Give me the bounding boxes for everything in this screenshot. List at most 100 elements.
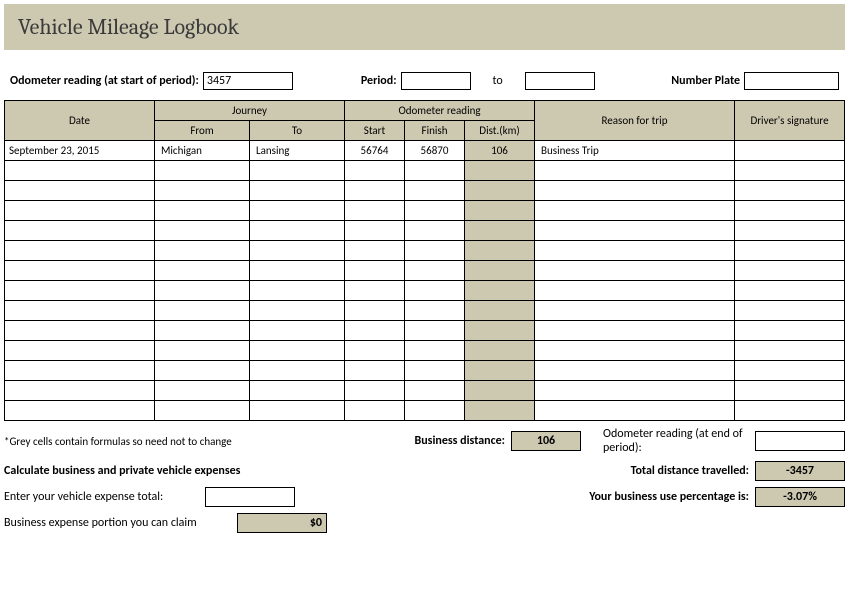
cell-reason[interactable]: Business Trip [535, 141, 735, 161]
cell-date[interactable] [5, 221, 155, 241]
cell-finish[interactable] [405, 381, 465, 401]
cell-start[interactable] [345, 361, 405, 381]
cell-reason[interactable] [535, 161, 735, 181]
cell-from[interactable] [155, 341, 250, 361]
cell-reason[interactable] [535, 261, 735, 281]
cell-dist[interactable] [465, 301, 535, 321]
cell-start[interactable] [345, 381, 405, 401]
cell-to[interactable] [250, 241, 345, 261]
cell-to[interactable] [250, 281, 345, 301]
cell-from[interactable] [155, 241, 250, 261]
cell-reason[interactable] [535, 181, 735, 201]
cell-start[interactable] [345, 321, 405, 341]
period-to-input[interactable] [525, 72, 595, 90]
cell-from[interactable] [155, 261, 250, 281]
cell-reason[interactable] [535, 361, 735, 381]
cell-dist[interactable] [465, 201, 535, 221]
cell-reason[interactable] [535, 381, 735, 401]
cell-start[interactable]: 56764 [345, 141, 405, 161]
cell-date[interactable] [5, 401, 155, 421]
cell-reason[interactable] [535, 221, 735, 241]
cell-date[interactable] [5, 321, 155, 341]
cell-finish[interactable] [405, 301, 465, 321]
expense-total-input[interactable] [205, 487, 295, 507]
cell-from[interactable] [155, 161, 250, 181]
cell-date[interactable] [5, 381, 155, 401]
cell-start[interactable] [345, 241, 405, 261]
cell-reason[interactable] [535, 241, 735, 261]
cell-date[interactable]: September 23, 2015 [5, 141, 155, 161]
cell-finish[interactable] [405, 341, 465, 361]
cell-signature[interactable] [735, 281, 845, 301]
cell-finish[interactable] [405, 161, 465, 181]
cell-finish[interactable]: 56870 [405, 141, 465, 161]
cell-from[interactable] [155, 281, 250, 301]
cell-from[interactable] [155, 401, 250, 421]
cell-from[interactable] [155, 221, 250, 241]
cell-finish[interactable] [405, 201, 465, 221]
cell-signature[interactable] [735, 401, 845, 421]
cell-to[interactable] [250, 261, 345, 281]
cell-finish[interactable] [405, 221, 465, 241]
cell-signature[interactable] [735, 241, 845, 261]
cell-start[interactable] [345, 281, 405, 301]
cell-signature[interactable] [735, 181, 845, 201]
cell-signature[interactable] [735, 341, 845, 361]
number-plate-input[interactable] [744, 72, 839, 90]
cell-signature[interactable] [735, 321, 845, 341]
cell-dist[interactable] [465, 241, 535, 261]
cell-to[interactable] [250, 181, 345, 201]
cell-date[interactable] [5, 201, 155, 221]
cell-start[interactable] [345, 341, 405, 361]
cell-dist[interactable] [465, 181, 535, 201]
cell-signature[interactable] [735, 381, 845, 401]
cell-start[interactable] [345, 221, 405, 241]
period-from-input[interactable] [401, 72, 471, 90]
cell-start[interactable] [345, 181, 405, 201]
cell-dist[interactable]: 106 [465, 141, 535, 161]
cell-start[interactable] [345, 201, 405, 221]
cell-date[interactable] [5, 301, 155, 321]
cell-finish[interactable] [405, 261, 465, 281]
cell-to[interactable] [250, 301, 345, 321]
cell-dist[interactable] [465, 361, 535, 381]
cell-reason[interactable] [535, 401, 735, 421]
cell-date[interactable] [5, 181, 155, 201]
cell-dist[interactable] [465, 401, 535, 421]
cell-start[interactable] [345, 301, 405, 321]
cell-signature[interactable] [735, 201, 845, 221]
cell-date[interactable] [5, 361, 155, 381]
cell-signature[interactable] [735, 141, 845, 161]
cell-finish[interactable] [405, 321, 465, 341]
cell-dist[interactable] [465, 381, 535, 401]
cell-from[interactable] [155, 301, 250, 321]
cell-date[interactable] [5, 161, 155, 181]
cell-from[interactable]: Michigan [155, 141, 250, 161]
cell-to[interactable] [250, 381, 345, 401]
cell-from[interactable] [155, 361, 250, 381]
cell-dist[interactable] [465, 321, 535, 341]
cell-from[interactable] [155, 181, 250, 201]
cell-start[interactable] [345, 161, 405, 181]
cell-to[interactable] [250, 321, 345, 341]
cell-dist[interactable] [465, 221, 535, 241]
cell-to[interactable] [250, 161, 345, 181]
cell-finish[interactable] [405, 401, 465, 421]
cell-from[interactable] [155, 201, 250, 221]
cell-finish[interactable] [405, 241, 465, 261]
cell-reason[interactable] [535, 321, 735, 341]
cell-date[interactable] [5, 281, 155, 301]
cell-start[interactable] [345, 401, 405, 421]
cell-signature[interactable] [735, 161, 845, 181]
cell-dist[interactable] [465, 161, 535, 181]
cell-reason[interactable] [535, 281, 735, 301]
cell-date[interactable] [5, 341, 155, 361]
cell-signature[interactable] [735, 301, 845, 321]
cell-signature[interactable] [735, 261, 845, 281]
cell-from[interactable] [155, 381, 250, 401]
cell-reason[interactable] [535, 301, 735, 321]
cell-signature[interactable] [735, 221, 845, 241]
cell-finish[interactable] [405, 281, 465, 301]
cell-date[interactable] [5, 241, 155, 261]
cell-to[interactable] [250, 401, 345, 421]
